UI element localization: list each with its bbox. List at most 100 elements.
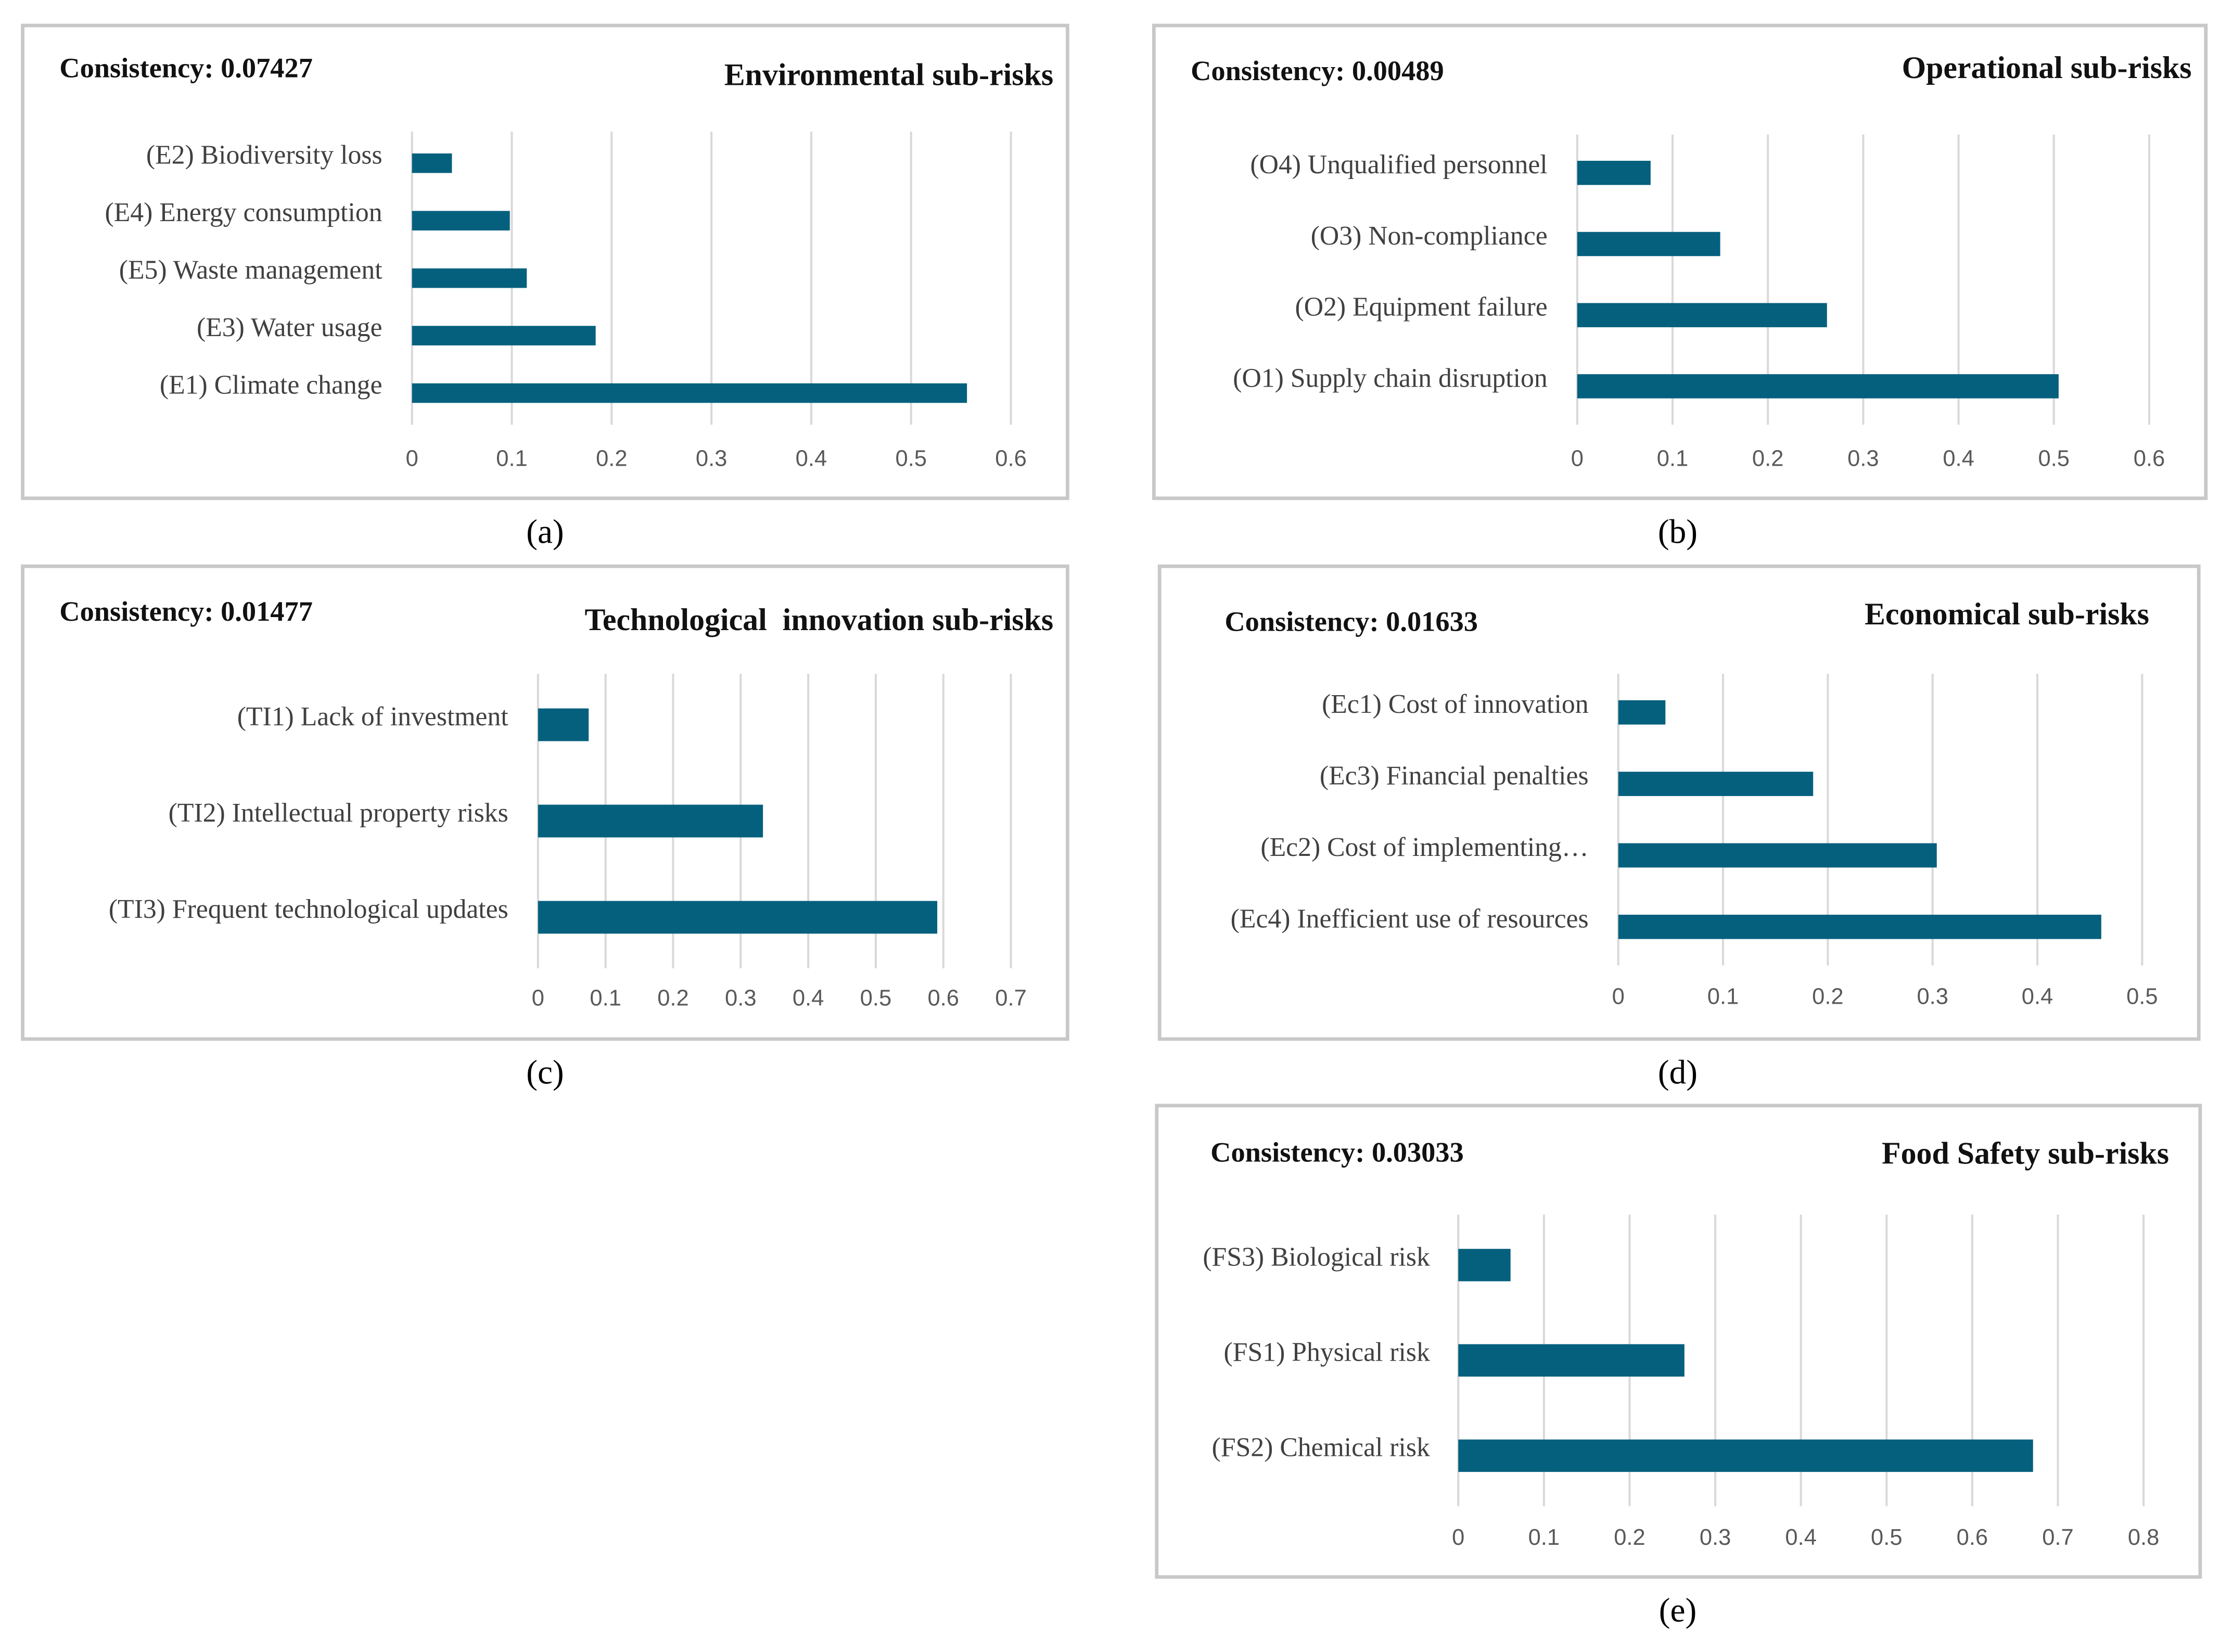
bar (538, 901, 938, 934)
x-tick-label: 0.3 (1917, 984, 1948, 1009)
chart-title: Technological innovation sub-risks (585, 603, 1054, 637)
caption: (d) (1658, 1054, 1698, 1092)
category-label: (FS3) Biological risk (1203, 1242, 1430, 1272)
chart-title: Economical sub-risks (1865, 597, 2149, 631)
chart-panel: Consistency: 0.03033 Food Safety sub-risk… (1155, 1104, 2202, 1630)
chart-panel: Consistency: 0.07427 Environmental sub-ri… (21, 23, 1069, 550)
category-label: (Ec1) Cost of innovation (1322, 689, 1589, 719)
x-tick-label: 0.6 (995, 446, 1027, 471)
x-tick-label: 0 (1571, 446, 1584, 471)
x-tick-label: 0.1 (496, 446, 528, 471)
caption: (b) (1658, 513, 1698, 550)
x-tick-label: 0 (532, 985, 544, 1010)
x-tick-label: 0.1 (1528, 1525, 1560, 1550)
category-label: (O4) Unqualified personnel (1250, 150, 1547, 180)
x-tick-label: 0 (1612, 984, 1625, 1009)
x-tick-label: 0.3 (1700, 1525, 1731, 1550)
x-tick-label: 0.5 (1871, 1525, 1902, 1550)
category-label: (FS2) Chemical risk (1212, 1433, 1430, 1463)
bar (1577, 232, 1720, 257)
panel-border (1155, 1104, 2202, 1579)
bar (1458, 1439, 2033, 1472)
panel-border (21, 564, 1069, 1041)
x-tick-label: 0.2 (1614, 1525, 1645, 1550)
bar (1618, 700, 1666, 725)
panel-border (21, 23, 1069, 501)
x-tick-label: 0.6 (1957, 1525, 1988, 1550)
x-tick-label: 0.1 (1657, 446, 1689, 471)
bar (1618, 772, 1814, 796)
bar (412, 211, 510, 230)
chart-title: Environmental sub-risks (724, 57, 1053, 92)
x-tick-label: 0.7 (2042, 1525, 2074, 1550)
x-tick-label: 0.3 (696, 446, 727, 471)
bar (412, 383, 967, 403)
bar (1577, 303, 1827, 327)
x-tick-label: 0.2 (1812, 984, 1844, 1009)
category-label: (TI1) Lack of investment (237, 702, 509, 732)
bar (538, 804, 763, 838)
x-tick-label: 0.5 (895, 446, 927, 471)
chart-title: Operational sub-risks (1902, 50, 2192, 85)
bar (1577, 161, 1651, 185)
category-label: (FS1) Physical risk (1224, 1338, 1430, 1367)
bar (1458, 1344, 1685, 1377)
consistency-annotation: Consistency: 0.01477 (59, 596, 313, 627)
bar (1618, 843, 1937, 868)
x-tick-label: 0.1 (1707, 984, 1739, 1009)
x-tick-label: 0.3 (725, 985, 756, 1010)
caption: (c) (526, 1054, 564, 1092)
x-tick-label: 0.5 (2126, 984, 2158, 1009)
category-label: (E4) Energy consumption (105, 198, 382, 227)
consistency-annotation: Consistency: 0.01633 (1224, 606, 1478, 637)
category-label: (Ec2) Cost of implementing… (1260, 833, 1588, 862)
category-label: (Ec3) Financial penalties (1320, 761, 1589, 791)
bar (1618, 914, 2101, 939)
category-label: (E3) Water usage (197, 313, 382, 342)
category-label: (O2) Equipment failure (1295, 292, 1548, 322)
chart-title: Food Safety sub-risks (1882, 1136, 2169, 1171)
consistency-annotation: Consistency: 0.07427 (59, 53, 313, 84)
category-label: (E5) Waste management (119, 255, 382, 285)
x-tick-label: 0 (406, 446, 418, 471)
x-tick-label: 0.8 (2128, 1525, 2159, 1550)
bar (1458, 1249, 1511, 1282)
x-tick-label: 0.4 (796, 446, 827, 471)
x-tick-label: 0.6 (927, 985, 959, 1010)
category-label: (Ec4) Inefficient use of resources (1231, 904, 1589, 933)
x-tick-label: 0.1 (590, 985, 621, 1010)
bar (412, 326, 596, 345)
x-tick-label: 0.4 (1943, 446, 1974, 471)
consistency-annotation: Consistency: 0.00489 (1191, 55, 1444, 86)
panel-border (1152, 23, 2208, 501)
chart-panel: Consistency: 0.01477 Technological innova… (21, 564, 1069, 1092)
x-tick-label: 0.5 (860, 985, 892, 1010)
x-tick-label: 0.4 (2022, 984, 2053, 1009)
x-tick-label: 0.5 (2038, 446, 2070, 471)
caption: (e) (1659, 1592, 1696, 1630)
category-label: (E1) Climate change (160, 370, 382, 400)
chart-panel: Consistency: 0.01633 Economical sub-risks… (1157, 564, 2201, 1092)
category-label: (O3) Non-compliance (1311, 221, 1548, 251)
bar (412, 268, 527, 288)
bar (412, 153, 452, 173)
x-tick-label: 0 (1452, 1525, 1464, 1550)
x-tick-label: 0.2 (657, 985, 689, 1010)
x-tick-label: 0.4 (793, 985, 824, 1010)
category-label: (E2) Biodiversity loss (146, 140, 382, 170)
x-tick-label: 0.4 (1785, 1525, 1817, 1550)
bar (1577, 374, 2059, 399)
x-tick-label: 0.3 (1847, 446, 1879, 471)
chart-panel: Consistency: 0.00489 Operational sub-risk… (1152, 23, 2208, 550)
x-tick-label: 0.7 (995, 985, 1027, 1010)
x-tick-label: 0.2 (1752, 446, 1784, 471)
x-tick-label: 0.2 (596, 446, 628, 471)
category-label: (O1) Supply chain disruption (1233, 363, 1548, 393)
x-tick-label: 0.6 (2134, 446, 2165, 471)
bar (538, 708, 589, 741)
consistency-annotation: Consistency: 0.03033 (1210, 1137, 1464, 1168)
category-label: (TI3) Frequent technological updates (109, 894, 508, 924)
caption: (a) (526, 513, 564, 550)
